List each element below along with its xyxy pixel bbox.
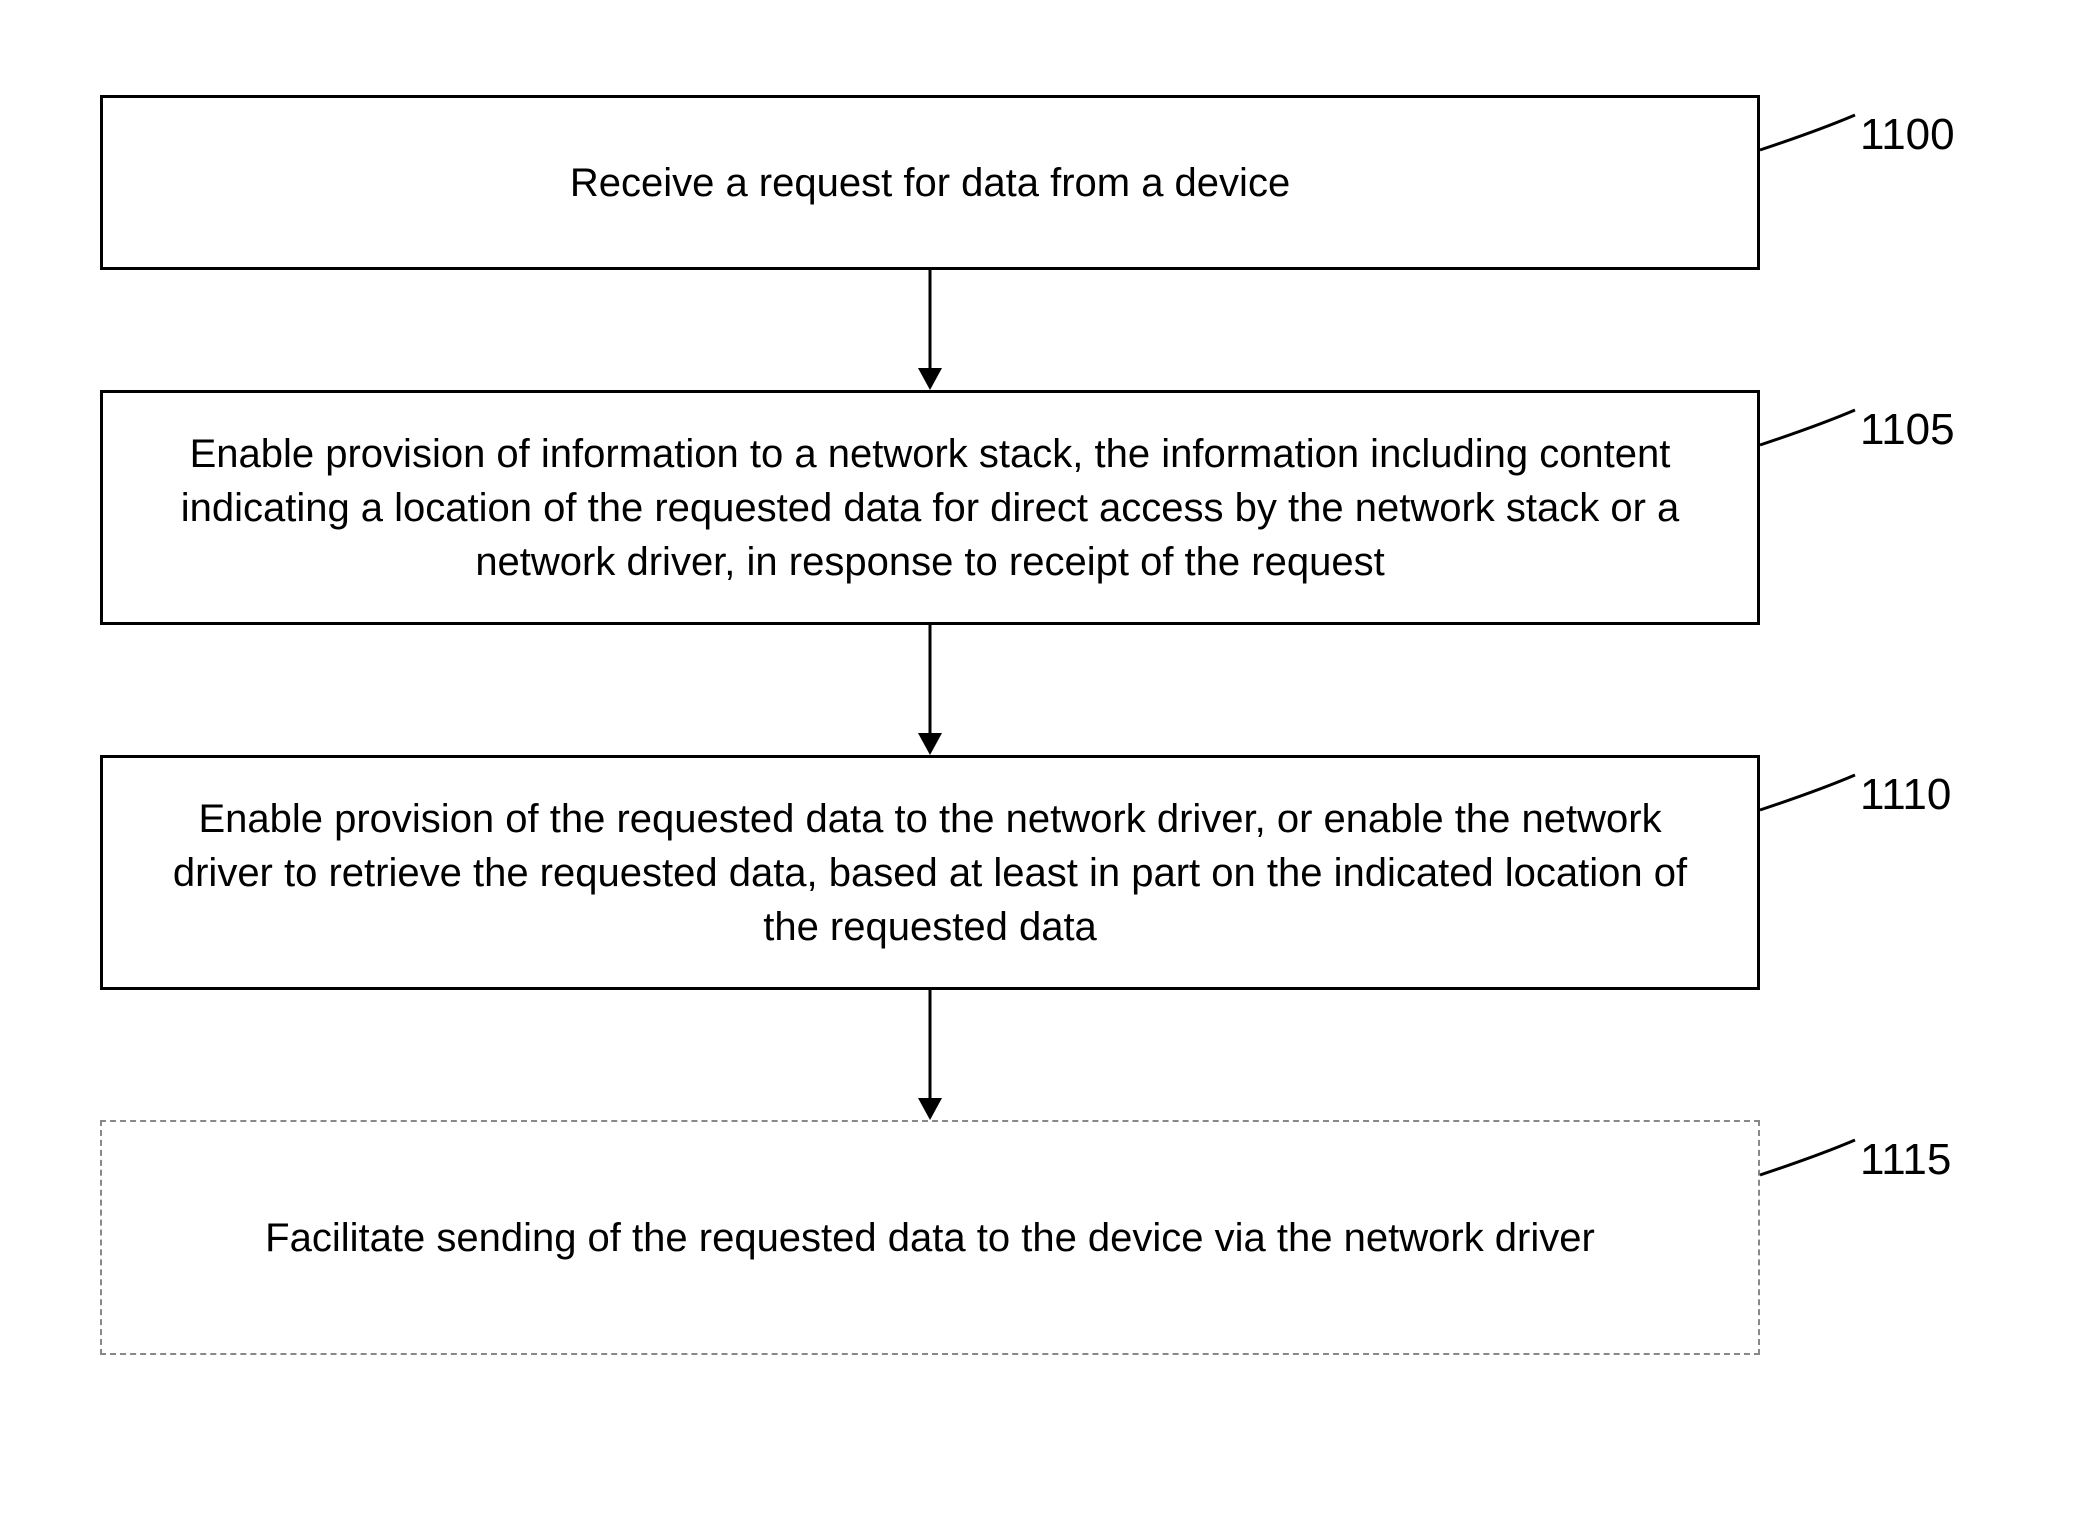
label-1115: 1115 <box>1860 1135 1951 1185</box>
flowchart-canvas: Receive a request for data from a device… <box>0 0 2100 1535</box>
leader-4 <box>0 0 2100 1535</box>
